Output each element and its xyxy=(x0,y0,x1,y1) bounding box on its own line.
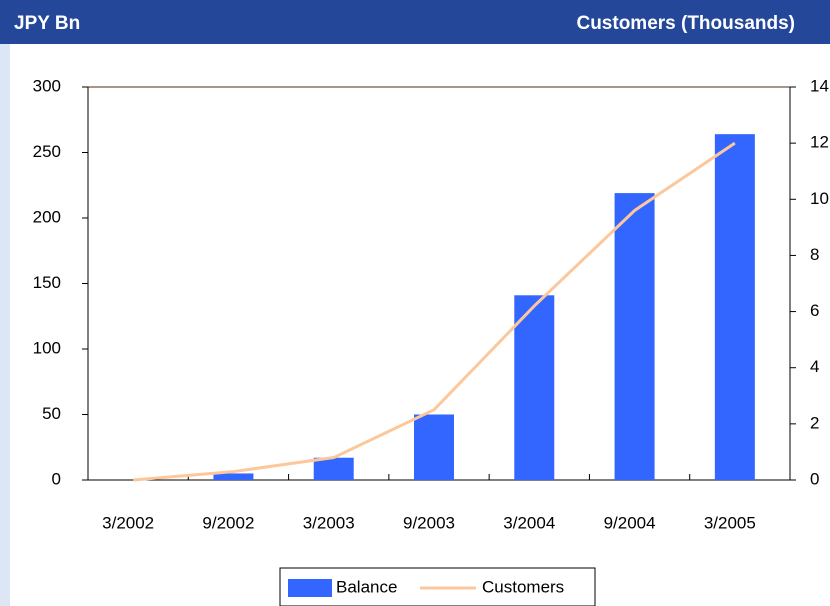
y-tick-label: 100 xyxy=(33,338,61,357)
y-tick-label: 250 xyxy=(33,142,61,161)
side-strip xyxy=(0,44,10,606)
bar xyxy=(514,295,555,480)
bar xyxy=(614,193,655,481)
x-tick-label: 3/2004 xyxy=(503,513,555,532)
y-tick-label: 50 xyxy=(42,404,61,423)
y2-tick-label: 14 xyxy=(810,76,829,95)
bar xyxy=(213,473,254,480)
x-tick-label: 9/2003 xyxy=(403,513,455,532)
bar xyxy=(313,457,354,480)
y2-tick-label: 8 xyxy=(810,245,819,264)
y2-tick-label: 2 xyxy=(810,413,819,432)
line xyxy=(133,141,736,482)
bar xyxy=(714,134,755,480)
y2-tick-label: 12 xyxy=(810,133,829,152)
legend-label: Balance xyxy=(336,577,397,596)
x-tick-label: 3/2003 xyxy=(303,513,355,532)
legend-label: Customers xyxy=(482,577,564,596)
x-tick-label: 9/2002 xyxy=(202,513,254,532)
header-bar xyxy=(0,0,830,44)
y2-tick-label: 4 xyxy=(810,357,819,376)
legend-swatch xyxy=(288,579,332,597)
left-axis-label: JPY Bn xyxy=(14,13,80,34)
bar xyxy=(414,414,454,480)
y-tick-label: 0 xyxy=(52,469,61,488)
x-tick-label: 3/2002 xyxy=(102,513,154,532)
right-axis-label: Customers (Thousands) xyxy=(576,13,795,34)
x-tick-label: 3/2005 xyxy=(704,513,756,532)
y2-tick-label: 6 xyxy=(810,301,819,320)
x-tick-label: 9/2004 xyxy=(604,513,656,532)
y2-tick-label: 10 xyxy=(810,189,829,208)
y-tick-label: 300 xyxy=(33,76,61,95)
y-tick-label: 200 xyxy=(33,207,61,226)
y2-tick-label: 0 xyxy=(810,469,819,488)
y-tick-label: 150 xyxy=(33,273,61,292)
